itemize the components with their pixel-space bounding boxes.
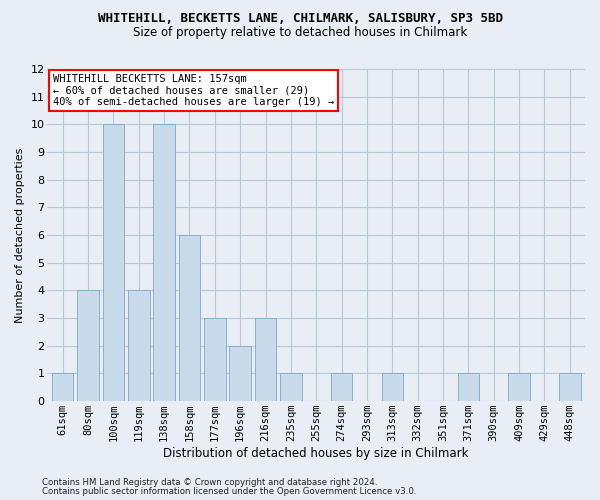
Bar [331,374,352,401]
Bar [154,124,175,401]
Bar [559,374,581,401]
Bar [77,290,99,401]
Bar [280,374,302,401]
Bar [103,124,124,401]
Text: Contains public sector information licensed under the Open Government Licence v3: Contains public sector information licen… [42,487,416,496]
Bar [52,374,73,401]
Bar [508,374,530,401]
Bar [204,318,226,401]
Text: WHITEHILL BECKETTS LANE: 157sqm
← 60% of detached houses are smaller (29)
40% of: WHITEHILL BECKETTS LANE: 157sqm ← 60% of… [53,74,334,107]
Text: WHITEHILL, BECKETTS LANE, CHILMARK, SALISBURY, SP3 5BD: WHITEHILL, BECKETTS LANE, CHILMARK, SALI… [97,12,503,26]
Y-axis label: Number of detached properties: Number of detached properties [15,148,25,323]
Bar [128,290,149,401]
Bar [382,374,403,401]
Text: Size of property relative to detached houses in Chilmark: Size of property relative to detached ho… [133,26,467,39]
Bar [229,346,251,401]
Text: Contains HM Land Registry data © Crown copyright and database right 2024.: Contains HM Land Registry data © Crown c… [42,478,377,487]
X-axis label: Distribution of detached houses by size in Chilmark: Distribution of detached houses by size … [163,447,469,460]
Bar [458,374,479,401]
Bar [255,318,276,401]
Bar [179,235,200,401]
